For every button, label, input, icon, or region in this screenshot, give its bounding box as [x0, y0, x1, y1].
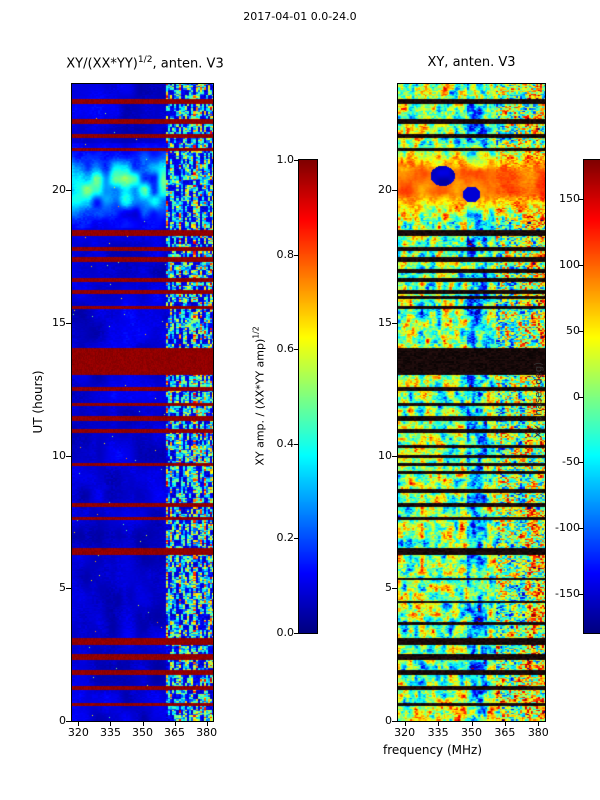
colorbar-tick-mark [294, 349, 298, 350]
colorbar-tick-label: 0 [573, 389, 580, 403]
amp-heatmap-canvas [72, 84, 213, 721]
x-tick-mark [405, 722, 406, 726]
colorbar-tick-mark [579, 265, 583, 266]
colorbar-tick-label: -50 [562, 455, 580, 469]
colorbar-tick-mark [294, 160, 298, 161]
amp-colorbar [298, 159, 318, 634]
x-tick-label: 365 [164, 726, 186, 739]
y-tick-label: 0 [385, 714, 392, 727]
amp-title-sup: 1/2 [137, 55, 153, 65]
x-tick-label: 320 [394, 726, 416, 739]
x-tick-label: 365 [494, 726, 516, 739]
x-tick-label: 380 [527, 726, 549, 739]
colorbar-tick-label: 150 [559, 192, 580, 206]
amp-ylabel: UT (hours) [31, 370, 45, 434]
colorbar-tick-label: 1.0 [276, 153, 295, 166]
x-tick-mark [78, 722, 79, 726]
colorbar-tick-label: 50 [566, 323, 580, 337]
x-tick-mark [505, 722, 506, 726]
phase-xlabel: frequency (MHz) [382, 743, 483, 757]
amp-panel-title: XY/(XX*YY)1/2, anten. V3 [10, 55, 280, 71]
x-tick-mark [207, 722, 208, 726]
y-tick-label: 20 [378, 183, 392, 197]
x-tick-mark [538, 722, 539, 726]
amp-cb-label-sup: 1/2 [251, 326, 261, 339]
colorbar-tick-label: 0.0 [276, 626, 295, 639]
colorbar-tick-label: -150 [555, 586, 580, 600]
x-tick-mark [438, 722, 439, 726]
y-tick-mark [392, 190, 397, 191]
x-tick-label: 350 [461, 726, 482, 739]
colorbar-tick-mark [579, 528, 583, 529]
y-tick-mark [392, 588, 397, 589]
colorbar-tick-label: 0.8 [276, 247, 295, 261]
amp-title-pre: XY/(XX*YY) [66, 56, 138, 72]
phase-colorbar-label: XY phase (deg) [533, 361, 545, 439]
amp-title-post: , anten. V3 [152, 56, 224, 72]
x-tick-mark [472, 722, 473, 726]
colorbar-tick-mark [294, 444, 298, 445]
y-tick-mark [392, 323, 397, 324]
amp-heatmap [71, 83, 214, 722]
y-tick-label: 5 [385, 581, 392, 595]
amp-colorbar-canvas [299, 160, 317, 633]
y-tick-mark [66, 456, 71, 457]
colorbar-tick-mark [579, 199, 583, 200]
phase-colorbar-canvas [584, 160, 600, 633]
y-tick-mark [392, 721, 397, 722]
colorbar-tick-label: 0.2 [276, 531, 295, 545]
x-tick-label: 380 [196, 726, 218, 739]
phase-heatmap [397, 83, 546, 722]
y-tick-label: 10 [378, 448, 392, 462]
y-tick-label: 15 [378, 315, 392, 329]
colorbar-tick-label: 100 [559, 258, 580, 272]
y-tick-label: 0 [59, 714, 66, 727]
x-tick-mark [143, 722, 144, 726]
colorbar-tick-mark [579, 594, 583, 595]
colorbar-tick-mark [294, 633, 298, 634]
y-tick-label: 15 [52, 315, 66, 329]
x-tick-label: 335 [427, 726, 449, 739]
colorbar-tick-mark [579, 462, 583, 463]
y-tick-label: 20 [52, 183, 66, 197]
colorbar-tick-mark [294, 255, 298, 256]
phase-colorbar [583, 159, 600, 634]
colorbar-tick-mark [579, 397, 583, 398]
y-tick-mark [66, 721, 71, 722]
x-tick-label: 320 [67, 726, 89, 739]
colorbar-tick-label: 0.4 [276, 436, 295, 450]
y-tick-label: 5 [59, 581, 66, 595]
y-tick-label: 10 [52, 448, 66, 462]
y-tick-mark [66, 323, 71, 324]
phase-heatmap-canvas [398, 84, 545, 721]
phase-panel-title: XY, anten. V3 [427, 55, 516, 70]
colorbar-tick-mark [579, 331, 583, 332]
colorbar-tick-label: -100 [555, 520, 580, 534]
x-tick-mark [175, 722, 176, 726]
y-tick-mark [66, 588, 71, 589]
figure-suptitle: 2017-04-01 0.0-24.0 [243, 10, 357, 23]
colorbar-tick-mark [294, 538, 298, 539]
x-tick-label: 335 [99, 726, 121, 739]
y-tick-mark [392, 456, 397, 457]
x-tick-label: 350 [132, 726, 153, 739]
x-tick-mark [110, 722, 111, 726]
y-tick-mark [66, 190, 71, 191]
colorbar-tick-label: 0.6 [276, 342, 295, 356]
